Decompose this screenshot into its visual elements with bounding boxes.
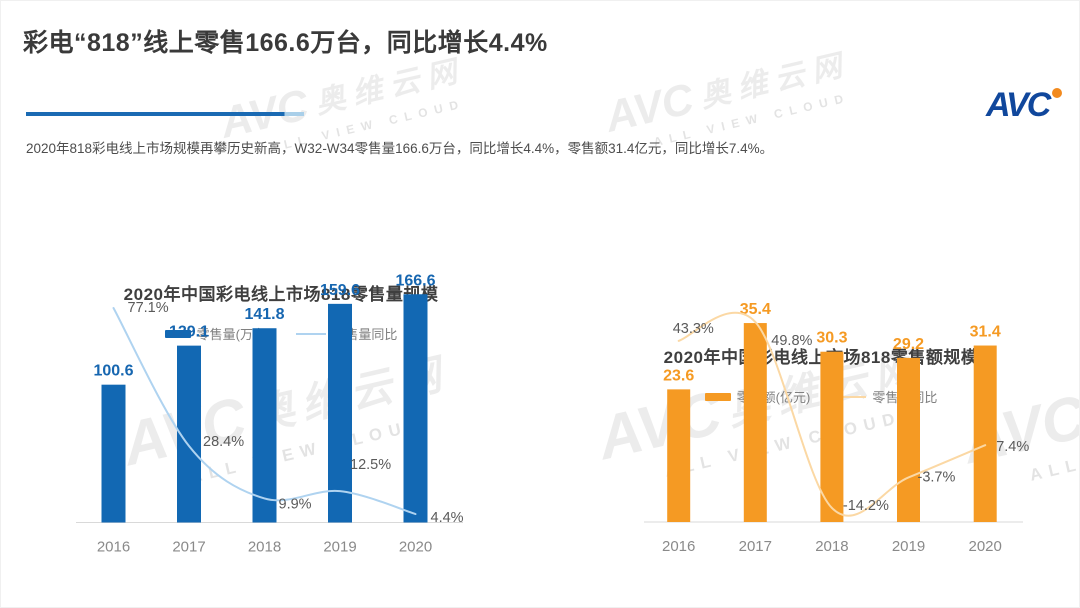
bar-2017 [743, 323, 767, 522]
x-tick-label: 2019 [892, 538, 925, 555]
growth-pct-label: 9.9% [279, 496, 312, 512]
x-tick-label: 2019 [323, 539, 356, 556]
bar-value-label: 129.1 [169, 324, 209, 341]
bar-2020 [973, 345, 997, 522]
page-title: 彩电“818”线上零售166.6万台，同比增长4.4% [23, 29, 548, 57]
bar-value-label: 31.4 [970, 324, 1001, 341]
x-tick-label: 2016 [97, 539, 130, 556]
x-tick-label: 2020 [969, 538, 1002, 555]
bar-value-label: 166.6 [395, 272, 435, 289]
bar-2019 [897, 357, 920, 522]
bar-2019 [328, 303, 352, 523]
bar-value-label: 35.4 [740, 301, 771, 318]
growth-pct-label: -14.2% [843, 498, 889, 514]
bar-value-label: 141.8 [244, 306, 284, 323]
bar-value-label: 100.6 [93, 363, 133, 380]
x-tick-label: 2018 [248, 539, 281, 556]
bar-value-label: 29.2 [893, 336, 924, 353]
x-tick-label: 2018 [815, 538, 848, 555]
growth-pct-label: -3.7% [918, 469, 956, 485]
bar-swatch-icon [164, 329, 191, 338]
bar-swatch-icon [704, 392, 731, 401]
page-subtitle: 2020年818彩电线上市场规模再攀历史新高，W32-W34零售量166.6万台… [26, 141, 774, 156]
bar-2018 [820, 351, 844, 522]
x-tick-label: 2017 [172, 539, 205, 556]
bar-value-label: 23.6 [663, 367, 694, 384]
avc-logo: AVC [986, 83, 1076, 127]
x-tick-label: 2016 [662, 538, 695, 555]
growth-pct-label: 12.5% [350, 457, 391, 473]
bar-2016 [667, 389, 691, 522]
bar-2016 [101, 384, 126, 523]
x-tick-label: 2017 [739, 538, 772, 555]
growth-pct-label: 49.8% [771, 333, 812, 349]
bar-2018 [252, 328, 277, 523]
line-swatch-icon [296, 332, 327, 335]
avc-logo-dot-icon [1052, 88, 1062, 98]
growth-pct-label: 77.1% [128, 300, 169, 316]
bar-2020 [403, 294, 428, 523]
bar-legend-label: 零售量(万台) [196, 327, 271, 342]
growth-line [112, 306, 417, 516]
growth-pct-label: 4.4% [431, 510, 464, 526]
growth-pct-label: 28.4% [203, 434, 244, 450]
avc-logo-text: AVC [986, 86, 1051, 124]
legend-item-bar: 零售量(万台) [164, 324, 271, 343]
title-underline [26, 112, 304, 116]
bar-value-label: 159.6 [320, 282, 360, 299]
growth-pct-label: 7.4% [996, 439, 1029, 455]
growth-pct-label: 43.3% [673, 321, 714, 337]
line-swatch-icon [836, 395, 867, 398]
left-chart-title: 2020年中国彩电线上市场818零售量规模 [123, 285, 439, 304]
bar-value-label: 30.3 [816, 330, 847, 347]
x-tick-label: 2020 [399, 539, 432, 556]
growth-line [677, 311, 987, 517]
